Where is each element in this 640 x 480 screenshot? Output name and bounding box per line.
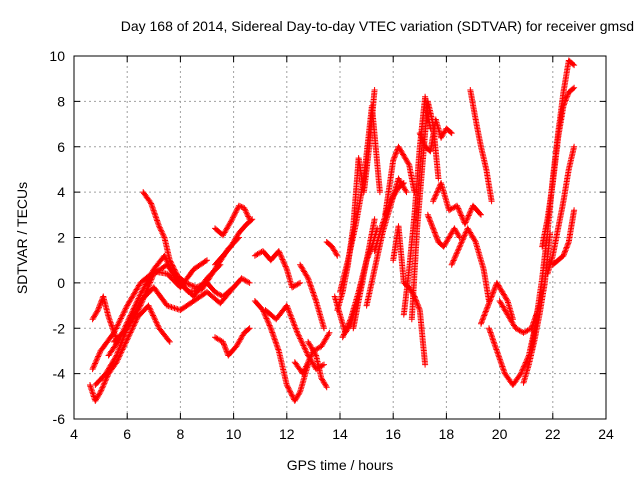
plus-markers	[212, 216, 256, 268]
plus-markers	[448, 225, 492, 304]
plus-markers	[478, 279, 516, 327]
plus-markers	[251, 248, 304, 291]
series-arc34	[478, 279, 516, 327]
plus-markers	[430, 180, 484, 227]
series-arc22	[350, 216, 378, 332]
series-arc8	[212, 202, 253, 239]
series-arc15	[297, 261, 327, 332]
plus-markers	[251, 298, 312, 404]
x-tick-label: 16	[385, 426, 401, 442]
series-arc16	[305, 338, 330, 391]
plus-markers	[382, 143, 418, 218]
x-axis-label: GPS time / hours	[286, 457, 394, 473]
y-tick-label: 0	[57, 275, 65, 291]
series-arc12	[251, 248, 304, 291]
series-arc26	[390, 223, 429, 368]
y-tick-label: 8	[57, 93, 65, 109]
y-tick-label: -4	[53, 366, 66, 382]
x-tick-label: 22	[545, 426, 561, 442]
plus-markers	[212, 202, 253, 239]
x-tick-label: 14	[332, 426, 348, 442]
plus-markers	[212, 325, 253, 359]
y-tick-label: -2	[53, 320, 66, 336]
plus-markers	[291, 329, 333, 377]
series-arc9	[212, 216, 256, 268]
plus-markers	[424, 211, 463, 250]
series-arc30	[424, 211, 463, 250]
series-arc7	[140, 189, 253, 300]
series-arc31	[430, 180, 484, 227]
plus-markers	[408, 98, 442, 323]
plus-markers	[544, 143, 578, 277]
series-arc25	[382, 143, 418, 218]
plus-markers	[87, 302, 173, 404]
x-tick-label: 6	[123, 426, 131, 442]
plus-markers	[140, 189, 253, 300]
series-arc3	[89, 257, 210, 373]
series-arc11	[251, 298, 312, 404]
x-tick-label: 4	[70, 426, 78, 442]
x-tick-label: 20	[492, 426, 508, 442]
y-tick-label: 2	[57, 230, 65, 246]
series-arc1	[87, 302, 173, 404]
series-arc32	[448, 225, 492, 304]
x-tick-label: 10	[226, 426, 242, 442]
series-arc29	[416, 116, 455, 155]
x-tick-label: 8	[177, 426, 185, 442]
plus-markers	[337, 102, 383, 295]
chart-title-text: Day 168 of 2014, Sidereal Day-to-day VTE…	[120, 18, 634, 34]
series-arc14	[291, 329, 333, 377]
plus-markers	[297, 261, 327, 332]
series-arc6	[110, 284, 237, 345]
chart-title: Day 168 of 2014, Sidereal Day-to-day VTE…	[0, 18, 640, 34]
plus-markers	[110, 284, 237, 345]
x-tick-label: 12	[279, 426, 295, 442]
y-tick-label: 6	[57, 139, 65, 155]
series-arc28	[408, 98, 442, 323]
data-points	[87, 57, 578, 404]
plus-markers	[305, 338, 330, 391]
y-tick-label: 10	[49, 48, 65, 64]
plus-markers	[89, 257, 210, 373]
y-tick-label: -6	[53, 411, 66, 427]
plus-markers	[334, 87, 378, 314]
plus-markers	[539, 84, 578, 250]
series-arc40	[544, 143, 578, 277]
y-tick-label: 4	[57, 184, 65, 200]
x-tick-label: 18	[439, 426, 455, 442]
plus-markers	[350, 216, 378, 332]
series-arc33	[467, 87, 495, 205]
series-arc20	[337, 102, 383, 295]
series-arc17	[323, 239, 341, 259]
y-axis-label: SDTVAR / TECUs	[14, 181, 30, 295]
plus-markers	[467, 87, 495, 205]
x-tick-label: 24	[598, 426, 614, 442]
series-arc41	[549, 207, 578, 268]
series-arc19	[334, 87, 378, 314]
plus-markers	[323, 239, 341, 259]
series-arc39	[539, 84, 578, 250]
plus-markers	[416, 116, 455, 155]
plus-markers	[549, 207, 578, 268]
series-arc10	[212, 325, 253, 359]
plus-markers	[390, 223, 429, 368]
